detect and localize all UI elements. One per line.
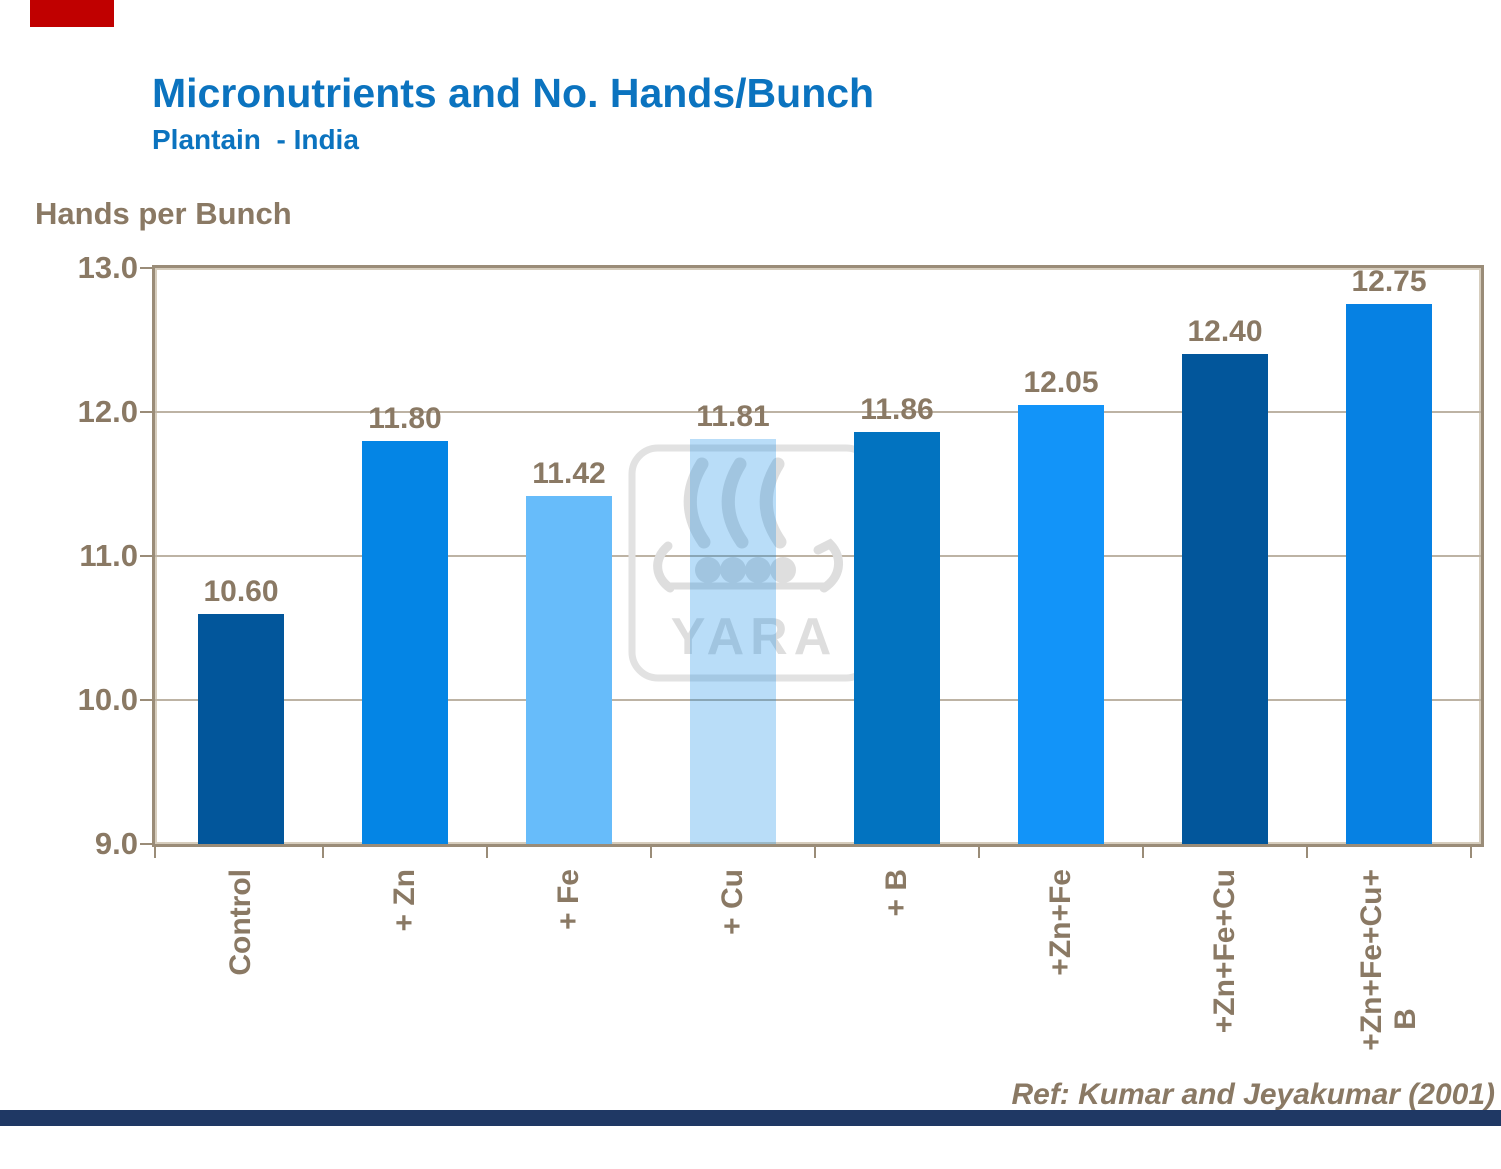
x-axis-tick-mark xyxy=(978,847,980,858)
x-axis-category-label: +Zn+Fe xyxy=(1044,869,1078,1169)
x-axis-category-label-line: +Zn+Fe+Cu+ xyxy=(1355,869,1388,1051)
x-axis-tick-mark xyxy=(814,847,816,858)
accent-bar xyxy=(30,0,114,27)
y-axis-tick-mark xyxy=(140,555,155,557)
bar-value-label: 11.86 xyxy=(860,393,934,427)
y-axis-tick-label: 12.0 xyxy=(77,394,138,429)
x-axis-category-label-line: + Cu xyxy=(716,869,749,935)
x-axis-tick-mark xyxy=(154,847,156,858)
bar-+Zn+Fe+Cu+B xyxy=(1346,304,1432,844)
x-axis-category-label-line: +Zn+Fe xyxy=(1044,869,1077,976)
y-axis-title: Hands per Bunch xyxy=(35,196,292,231)
gridline xyxy=(155,411,1481,413)
y-axis-tick-mark xyxy=(140,699,155,701)
yara-watermark-text: YARA xyxy=(671,608,838,666)
x-axis-category-label: +Zn+Fe+Cu xyxy=(1208,869,1242,1169)
x-axis-tick-mark xyxy=(1306,847,1308,858)
x-axis-tick-mark xyxy=(322,847,324,858)
bar-value-label: 12.40 xyxy=(1187,315,1263,349)
x-axis-category-label-line: + Zn xyxy=(388,869,421,932)
bar-+Zn+Fe+Cu xyxy=(1182,354,1268,844)
x-axis-category-label: + Cu xyxy=(716,869,750,1169)
page-title: Micronutrients and No. Hands/Bunch xyxy=(152,70,875,116)
x-axis-tick-mark xyxy=(486,847,488,858)
y-axis-tick-mark xyxy=(140,267,155,269)
x-axis-tick-mark xyxy=(1470,847,1472,858)
y-axis-tick-mark xyxy=(140,411,155,413)
x-axis-tick-mark xyxy=(650,847,652,858)
bar-+Fe xyxy=(526,495,612,844)
bar-Control xyxy=(198,613,284,844)
yara-watermark: YARA xyxy=(624,440,884,690)
x-axis-category-label: + Fe xyxy=(552,869,586,1169)
x-axis-category-label-line: + Fe xyxy=(552,869,585,930)
bar-value-label: 12.05 xyxy=(1023,365,1099,399)
plot-layer: 13.0 12.0 11.0 10.0 9.0 10.60 Control 11.80 + Zn… xyxy=(77,250,1481,1051)
footer-bar xyxy=(0,1110,1501,1126)
x-axis-tick-mark xyxy=(1142,847,1144,858)
slide-root: { "slide": { "title": "Micronutrients an… xyxy=(0,0,1501,1126)
bar-value-label: 11.80 xyxy=(368,401,442,435)
x-axis-category-label: + B xyxy=(880,869,914,1169)
bar-+Cu xyxy=(690,439,776,844)
gridline xyxy=(155,699,1481,701)
bar-value-label: 12.75 xyxy=(1351,265,1427,298)
bar-+Zn xyxy=(362,440,448,844)
x-axis-category-label-line: B xyxy=(1389,1008,1422,1030)
x-axis-category-label-line: Control xyxy=(224,869,257,976)
y-axis-tick-label: 13.0 xyxy=(77,250,138,285)
viking-ship-icon: YARA xyxy=(628,444,876,682)
y-axis-tick-label: 9.0 xyxy=(94,826,138,861)
x-axis-category-label-line: + B xyxy=(880,869,913,917)
bar-value-label: 10.60 xyxy=(203,574,279,608)
page-subtitle: Plantain - India xyxy=(152,124,359,155)
bar-value-label: 11.81 xyxy=(696,400,770,434)
gridline xyxy=(155,555,1481,557)
y-axis-tick-mark xyxy=(140,843,155,845)
y-axis-tick-label: 10.0 xyxy=(77,682,138,717)
x-axis-category-label: + Zn xyxy=(388,869,422,1169)
x-axis-category-label: +Zn+Fe+Cu+ B xyxy=(1355,869,1423,1169)
x-axis-category-label: Control xyxy=(224,869,258,1169)
x-axis-category-label-line: +Zn+Fe+Cu xyxy=(1208,869,1241,1034)
bar-+Zn+Fe xyxy=(1018,404,1104,844)
reference-text: Ref: Kumar and Jeyakumar (2001) xyxy=(1011,1078,1495,1111)
bar-+B xyxy=(854,432,940,844)
bar-value-label: 11.42 xyxy=(532,456,606,490)
y-axis-tick-label: 11.0 xyxy=(79,538,138,573)
